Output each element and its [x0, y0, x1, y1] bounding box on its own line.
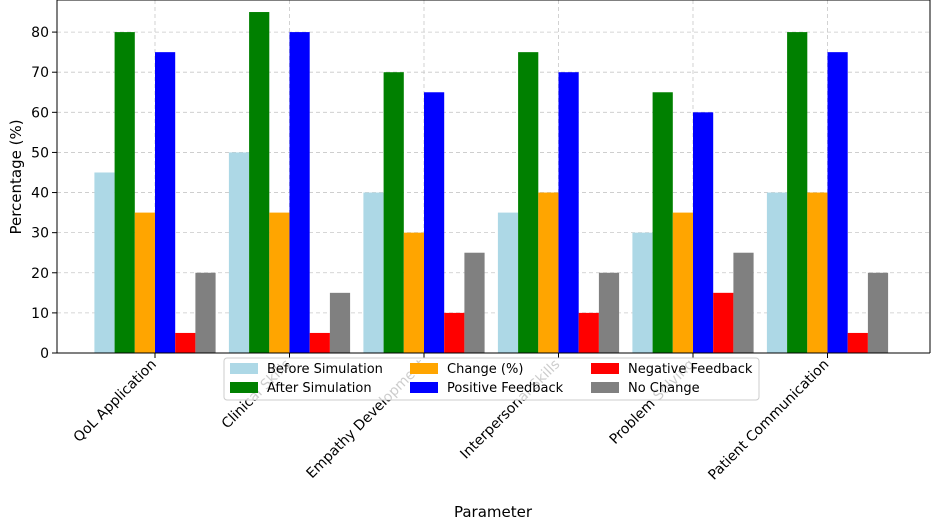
bar [175, 332, 196, 353]
bar [847, 332, 868, 353]
bar [693, 112, 714, 354]
legend-label: Before Simulation [267, 362, 383, 377]
legend: Before Simulation After Simulation Change … [223, 357, 760, 401]
legend-label: Positive Feedback [447, 381, 564, 396]
legend-item: Change (%) [410, 362, 523, 377]
bar [464, 252, 485, 353]
bar [363, 192, 384, 353]
bar [558, 72, 579, 354]
bar [134, 212, 155, 353]
bar [598, 272, 620, 353]
legend-swatch [410, 382, 438, 393]
y-tick-label: 0 [40, 346, 49, 362]
bar [329, 292, 351, 353]
bar [269, 212, 290, 353]
legend-item: After Simulation [230, 381, 372, 396]
legend-item: Negative Feedback [591, 362, 753, 377]
bar [538, 192, 559, 353]
bar [807, 192, 828, 353]
legend-box [223, 357, 760, 401]
bar [713, 292, 734, 353]
bar [403, 232, 424, 353]
bar [827, 52, 848, 353]
bar [155, 52, 176, 353]
legend-label: After Simulation [267, 381, 372, 396]
legend-item: No Change [591, 381, 700, 396]
bar [383, 72, 404, 354]
bar [249, 12, 270, 354]
x-axis-label: Parameter [454, 503, 533, 521]
bar [787, 32, 808, 353]
bar [652, 92, 673, 354]
legend-swatch [591, 382, 619, 393]
y-tick-label: 60 [31, 105, 49, 121]
bar [114, 32, 135, 353]
y-axis-ticks: 0 10 20 30 40 50 60 70 80 [31, 25, 57, 362]
bar [497, 212, 519, 353]
x-tick-label: QoL Application [71, 357, 160, 446]
y-tick-label: 80 [31, 25, 49, 41]
legend-label: Negative Feedback [628, 362, 753, 377]
y-tick-label: 50 [31, 145, 49, 161]
bar [228, 152, 250, 353]
bar [195, 272, 216, 353]
legend-item: Before Simulation [230, 362, 383, 377]
bar [672, 212, 693, 353]
bar [424, 92, 445, 354]
bar [733, 252, 754, 353]
bar [632, 232, 653, 353]
axes [56, 0, 931, 354]
bar [867, 272, 889, 353]
legend-label: No Change [628, 381, 700, 396]
bar [578, 312, 599, 353]
y-tick-label: 30 [31, 226, 49, 242]
legend-item: Positive Feedback [410, 381, 564, 396]
y-tick-label: 70 [31, 65, 49, 81]
legend-label: Change (%) [447, 362, 523, 377]
bar [766, 192, 788, 353]
bar [444, 312, 465, 353]
y-axis-label: Percentage (%) [7, 119, 25, 234]
bar [309, 332, 330, 353]
legend-swatch [230, 363, 258, 374]
y-tick-label: 20 [31, 266, 49, 282]
legend-swatch [410, 363, 438, 374]
y-tick-label: 40 [31, 186, 49, 202]
y-tick-label: 10 [31, 306, 49, 322]
bar [289, 32, 310, 353]
bar [518, 52, 539, 353]
bar-group [94, 12, 889, 354]
legend-swatch [591, 363, 619, 374]
legend-swatch [230, 382, 258, 393]
bar [94, 172, 115, 353]
